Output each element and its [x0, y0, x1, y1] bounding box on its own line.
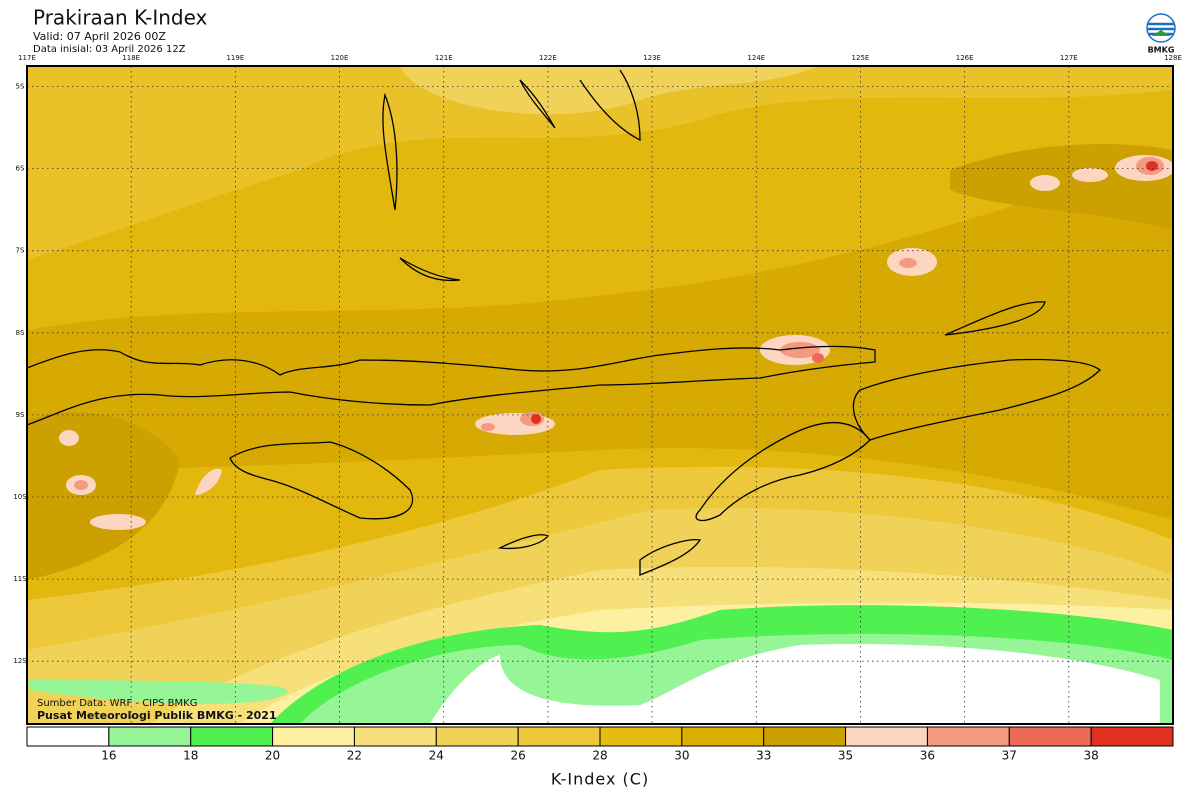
title: Prakiraan K-Index: [33, 6, 208, 30]
colorbar-tick-label: 18: [183, 749, 198, 763]
valid-time: Valid: 07 April 2026 00Z: [33, 30, 166, 43]
colorbar-tick-label: 37: [1002, 749, 1017, 763]
lat-label: 10S: [13, 493, 27, 501]
initial-time: Data inisial: 03 April 2026 12Z: [33, 44, 186, 55]
colorbar-segment: [435, 726, 519, 747]
lon-label: 119E: [226, 54, 244, 62]
colorbar-tick-label: 22: [347, 749, 362, 763]
colorbar-tick-label: 26: [511, 749, 526, 763]
colorbar-segment: [353, 726, 437, 747]
lon-label: 125E: [852, 54, 870, 62]
colorbar-tick-label: 16: [101, 749, 116, 763]
lon-label: 122E: [539, 54, 557, 62]
graticule: 117E 118E 119E 120E 121E 122E 123E 124E 125E 126E…: [13, 54, 1182, 724]
colorbar-tick-label: 28: [592, 749, 607, 763]
colorbar-segment: [1008, 726, 1092, 747]
map-frame: [26, 65, 1174, 725]
lon-label: 117E: [18, 54, 36, 62]
lat-label: 7S: [16, 247, 25, 255]
lat-label: 11S: [13, 575, 27, 583]
lon-label: 123E: [643, 54, 661, 62]
source-text: Pusat Meteorologi Publik BMKG - 2021: [37, 709, 277, 722]
lon-label: 121E: [435, 54, 453, 62]
colorbar-tick-label: 33: [756, 749, 771, 763]
lat-label: 5S: [16, 83, 25, 91]
field: [27, 66, 1173, 724]
colorbar-segment: [190, 726, 274, 747]
colorbar-tick-label: 38: [1084, 749, 1099, 763]
logo-text: BMKG: [1148, 46, 1175, 55]
colorbar-tick-label: 20: [265, 749, 280, 763]
colorbar-segment: [517, 726, 601, 747]
lon-label: 128E: [1164, 54, 1182, 62]
colorbar-segment: [681, 726, 765, 747]
colorbar-segment: [272, 726, 355, 747]
logo: BMKG: [1146, 13, 1176, 55]
colorbar-segment: [1090, 726, 1174, 747]
lon-label: 124E: [747, 54, 765, 62]
colorbar-label: K-Index (C): [551, 770, 649, 789]
colorbar-segment: [926, 726, 1010, 747]
colorbar-segment: [108, 726, 192, 747]
lat-label: 9S: [16, 411, 25, 419]
colorbar-segment: [599, 726, 683, 747]
colorbar-tick-label: 24: [429, 749, 444, 763]
colorbar-segment: [26, 726, 110, 747]
hot-spots: [59, 155, 1173, 530]
coastlines: [27, 69, 1101, 576]
colorbar-tick-label: 36: [920, 749, 935, 763]
lon-label: 118E: [122, 54, 140, 62]
colorbar: 16 18 20 22 24 26 28 30 33 35 36 37 38: [26, 726, 1174, 763]
colorbar-tick-label: 35: [838, 749, 853, 763]
lat-label: 12S: [13, 657, 27, 665]
lon-label: 120E: [331, 54, 349, 62]
lon-label: 126E: [956, 54, 974, 62]
source-text: Sumber Data: WRF - CIPS BMKG: [37, 698, 197, 709]
lon-label: 127E: [1060, 54, 1078, 62]
lat-label: 6S: [16, 165, 25, 173]
colorbar-segment: [845, 726, 928, 747]
colorbar-segment: [763, 726, 847, 747]
colorbar-tick-label: 30: [674, 749, 689, 763]
lat-label: 8S: [16, 329, 25, 337]
